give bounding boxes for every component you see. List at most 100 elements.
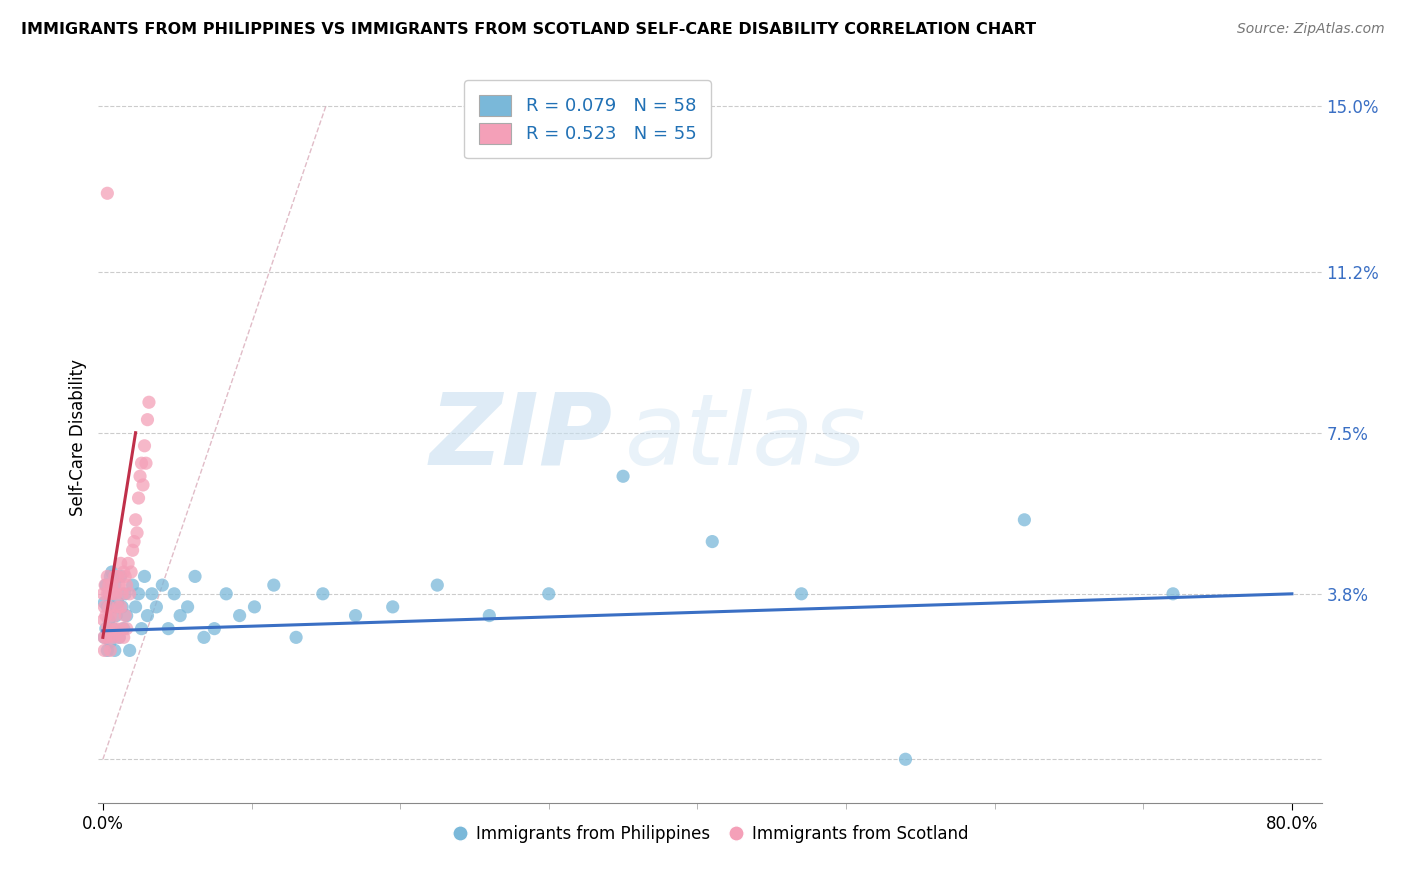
Point bbox=[263, 578, 285, 592]
Point bbox=[93, 631, 115, 645]
Y-axis label: Self-Care Disability: Self-Care Disability bbox=[69, 359, 87, 516]
Point bbox=[136, 412, 159, 426]
Point bbox=[107, 599, 129, 614]
Text: ZIP: ZIP bbox=[429, 389, 612, 485]
Point bbox=[112, 631, 135, 645]
Point bbox=[98, 643, 121, 657]
Point bbox=[124, 599, 146, 614]
Point bbox=[381, 599, 404, 614]
Point bbox=[97, 599, 120, 614]
Point bbox=[96, 643, 118, 657]
Point bbox=[202, 622, 225, 636]
Point bbox=[243, 599, 266, 614]
Point bbox=[96, 622, 118, 636]
Point bbox=[138, 395, 160, 409]
Point bbox=[169, 608, 191, 623]
Point bbox=[101, 599, 124, 614]
Point bbox=[105, 622, 128, 636]
Point bbox=[702, 534, 724, 549]
Point bbox=[103, 587, 125, 601]
Point bbox=[93, 613, 115, 627]
Point bbox=[93, 595, 115, 609]
Point bbox=[93, 643, 115, 657]
Point bbox=[103, 631, 125, 645]
Point bbox=[134, 569, 156, 583]
Text: IMMIGRANTS FROM PHILIPPINES VS IMMIGRANTS FROM SCOTLAND SELF-CARE DISABILITY COR: IMMIGRANTS FROM PHILIPPINES VS IMMIGRANT… bbox=[21, 22, 1036, 37]
Point bbox=[117, 557, 139, 571]
Point bbox=[132, 478, 155, 492]
Point bbox=[136, 608, 159, 623]
Point bbox=[131, 622, 153, 636]
Point bbox=[111, 599, 134, 614]
Point bbox=[228, 608, 250, 623]
Point bbox=[114, 569, 136, 583]
Point bbox=[478, 608, 501, 623]
Point bbox=[104, 608, 127, 623]
Point bbox=[98, 608, 121, 623]
Point bbox=[141, 587, 163, 601]
Point bbox=[176, 599, 198, 614]
Point bbox=[104, 643, 127, 657]
Point bbox=[124, 513, 146, 527]
Point bbox=[105, 587, 128, 601]
Point bbox=[115, 578, 138, 592]
Point bbox=[120, 565, 142, 579]
Point bbox=[93, 599, 115, 614]
Point bbox=[94, 608, 117, 623]
Point bbox=[612, 469, 634, 483]
Point bbox=[157, 622, 180, 636]
Point bbox=[97, 578, 120, 592]
Point bbox=[125, 525, 148, 540]
Point bbox=[103, 622, 125, 636]
Point bbox=[115, 608, 138, 623]
Point bbox=[134, 439, 156, 453]
Point bbox=[94, 578, 117, 592]
Point bbox=[112, 565, 135, 579]
Point bbox=[103, 587, 125, 601]
Text: atlas: atlas bbox=[624, 389, 866, 485]
Point bbox=[1161, 587, 1184, 601]
Point bbox=[108, 631, 131, 645]
Point bbox=[344, 608, 367, 623]
Point bbox=[894, 752, 917, 766]
Point bbox=[96, 569, 118, 583]
Point bbox=[97, 631, 120, 645]
Point bbox=[118, 643, 141, 657]
Legend: Immigrants from Philippines, Immigrants from Scotland: Immigrants from Philippines, Immigrants … bbox=[444, 818, 976, 849]
Point bbox=[128, 491, 150, 505]
Point bbox=[163, 587, 186, 601]
Point bbox=[135, 456, 157, 470]
Point bbox=[94, 578, 117, 592]
Point bbox=[108, 578, 131, 592]
Point bbox=[115, 622, 138, 636]
Point bbox=[111, 587, 134, 601]
Point bbox=[96, 186, 118, 201]
Point bbox=[91, 587, 114, 601]
Point bbox=[96, 599, 118, 614]
Point bbox=[193, 631, 215, 645]
Point bbox=[93, 631, 115, 645]
Point bbox=[129, 469, 152, 483]
Point bbox=[537, 587, 560, 601]
Point bbox=[101, 565, 124, 579]
Point bbox=[426, 578, 449, 592]
Point bbox=[107, 595, 129, 609]
Point bbox=[105, 608, 128, 623]
Point bbox=[97, 613, 120, 627]
Point bbox=[128, 587, 150, 601]
Point bbox=[110, 569, 132, 583]
Point bbox=[312, 587, 335, 601]
Point bbox=[94, 631, 117, 645]
Point bbox=[110, 557, 132, 571]
Point bbox=[285, 631, 308, 645]
Point bbox=[97, 587, 120, 601]
Point bbox=[110, 599, 132, 614]
Point bbox=[1014, 513, 1036, 527]
Point bbox=[98, 587, 121, 601]
Text: Source: ZipAtlas.com: Source: ZipAtlas.com bbox=[1237, 22, 1385, 37]
Point bbox=[112, 622, 135, 636]
Point bbox=[108, 631, 131, 645]
Point bbox=[215, 587, 238, 601]
Point bbox=[111, 622, 134, 636]
Point bbox=[98, 634, 121, 648]
